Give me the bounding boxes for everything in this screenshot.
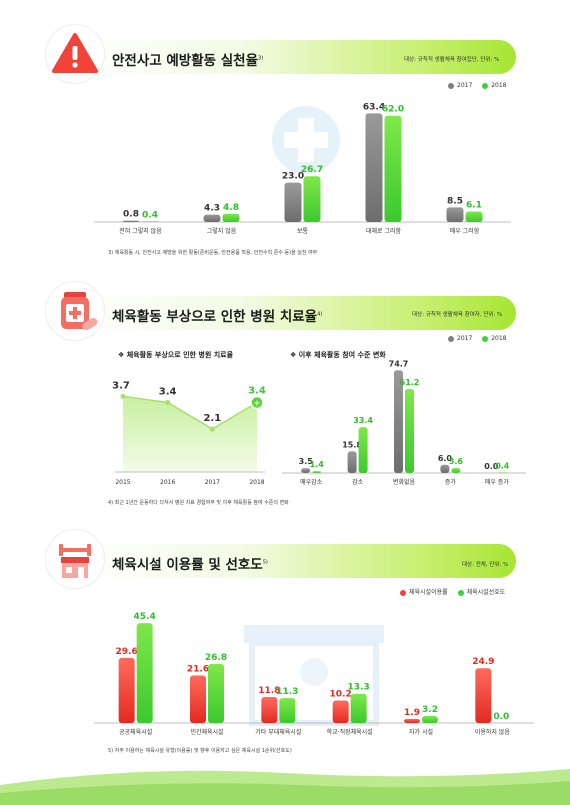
data-label: 24.9: [472, 657, 494, 667]
data-label: 1.9: [404, 708, 420, 718]
category-label: 감소: [352, 479, 364, 486]
category-label: 전혀 그렇지 않음: [119, 227, 162, 235]
category-label: 공공체육시설: [119, 728, 152, 736]
section-safety: 안전사고 예방활동 실천율3) 대상: 규칙적 생활체육 참여집단, 단위: %…: [0, 0, 570, 270]
bar-체육시설선호도-4: [422, 716, 438, 723]
data-label: 29.6: [116, 647, 138, 657]
bar-2018-1: [359, 427, 368, 473]
data-label: 21.6: [187, 664, 209, 674]
category-label: 민간체육시설: [190, 728, 223, 736]
data-label: 26.7: [301, 165, 323, 175]
chart-participation-change: 3.51.4매우감소15.833.4감소74.761.2변화없음6.03.6증가…: [0, 270, 570, 500]
bar-2017-2: [285, 183, 302, 222]
category-label: 기타 부대체육시설: [255, 728, 301, 736]
category-label: 대체로 그러함: [366, 227, 402, 235]
data-label: 11.3: [276, 687, 298, 697]
bar-2018-2: [304, 176, 321, 222]
bar-2017-3: [366, 113, 383, 222]
category-label: 매우 그러함: [450, 227, 480, 235]
data-label: 0.8: [123, 210, 139, 220]
data-label: 3.6: [449, 457, 464, 466]
data-label: 45.4: [134, 612, 156, 622]
data-label: 74.7: [389, 359, 409, 368]
bar-2018-4: [498, 472, 507, 473]
data-label: 0.0: [493, 712, 509, 722]
data-label: 62.0: [382, 105, 404, 115]
section3-note: 5) 자주 이용하는 체육시설 유형(이용률) 및 향후 이용하고 싶은 체육시…: [108, 747, 292, 754]
bar-2018-1: [223, 214, 240, 222]
data-label: 4.8: [223, 203, 239, 213]
first-aid-cross-decoration: [272, 106, 340, 174]
bar-2018-0: [312, 471, 321, 473]
bar-2017-1: [204, 215, 221, 222]
bar-체육시설선호도-2: [279, 698, 295, 723]
data-label: 0.4: [142, 210, 158, 220]
bottom-wave-decoration: [0, 765, 570, 805]
category-label: 매우감소: [300, 478, 323, 486]
bar-체육시설이용률-1: [190, 675, 206, 723]
bar-체육시설선호도-3: [351, 694, 367, 723]
bar-체육시설이용률-5: [475, 668, 491, 723]
category-label: 보통: [297, 228, 309, 235]
bar-2018-3: [451, 468, 460, 473]
bar-2018-3: [385, 116, 402, 222]
data-label: 33.4: [353, 416, 373, 425]
data-label: 8.5: [447, 196, 463, 206]
bar-2018-4: [466, 212, 483, 222]
bar-체육시설선호도-0: [137, 623, 153, 723]
data-label: 0.4: [495, 461, 510, 470]
category-label: 매우 증가: [485, 478, 509, 486]
category-label: 학교·직장체육시설: [327, 728, 373, 736]
bar-체육시설이용률-0: [119, 658, 135, 723]
category-label: 증가: [445, 478, 457, 486]
bar-체육시설이용률-3: [333, 701, 349, 723]
section-injury: 체육활동 부상으로 인한 병원 치료율4) 대상: 규칙적 생활체육 참여자, …: [0, 270, 570, 520]
section-facility: 체육시설 이용률 및 선호도5) 대상: 전체, 단위: % 체육시설이용률 체…: [0, 520, 570, 765]
section2-note: 4) 최근 1년간 운동하다 다쳐서 병원 치료 경험여부 및 이후 체육활동 …: [108, 499, 289, 506]
category-label: 그렇지 않음: [207, 227, 237, 235]
data-label: 26.8: [205, 653, 227, 663]
data-label: 3.2: [422, 705, 438, 715]
bar-2017-4: [447, 207, 464, 222]
bar-체육시설이용률-2: [261, 697, 277, 723]
bar-2017-1: [348, 451, 357, 473]
section1-note: 3) 체육활동 시, 안전사고 예방을 위한 활동(준비운동, 안전용품 착용,…: [108, 249, 317, 256]
category-label: 자가 시설: [409, 728, 433, 736]
data-label: 6.1: [466, 201, 482, 211]
data-label: 61.2: [400, 378, 420, 387]
bar-2018-2: [405, 389, 414, 473]
bar-체육시설이용률-4: [404, 719, 420, 723]
bar-체육시설선호도-1: [208, 664, 224, 723]
bar-2018-0: [142, 221, 159, 222]
bar-2017-0: [123, 221, 140, 222]
data-label: 13.3: [348, 683, 370, 693]
category-label: 변화없음: [393, 478, 416, 486]
category-label: 이용하지 않음: [475, 728, 511, 736]
data-label: 4.3: [204, 204, 220, 214]
data-label: 1.4: [310, 460, 325, 469]
